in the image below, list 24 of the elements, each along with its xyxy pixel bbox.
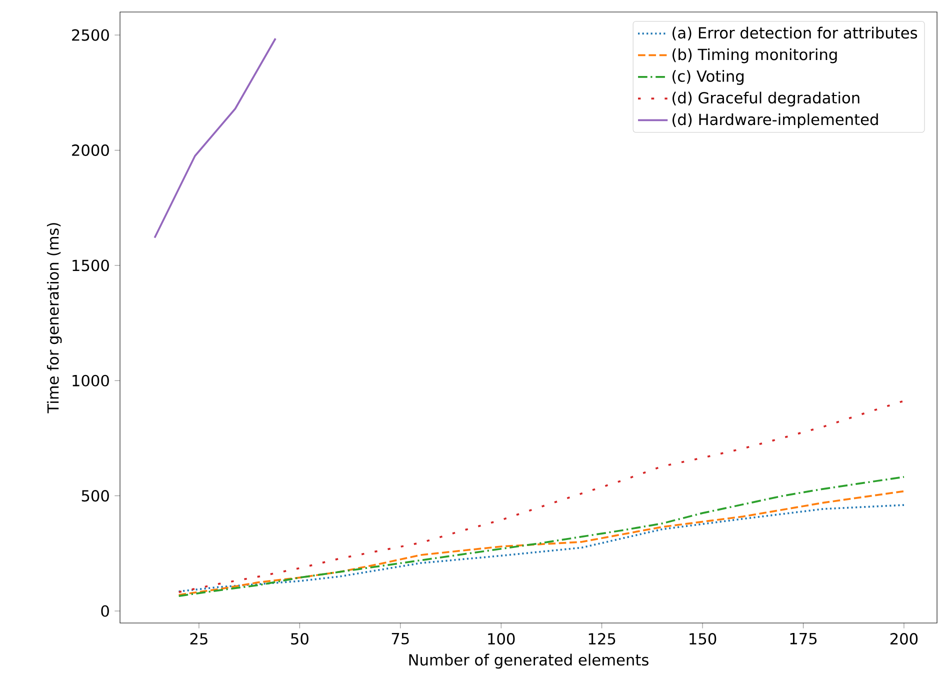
x-tick-label: 150 <box>690 633 716 645</box>
line-series <box>178 400 905 594</box>
line-series <box>178 504 905 592</box>
y-tick-label: 0 <box>101 605 109 617</box>
x-tick-label: 75 <box>392 633 409 644</box>
legend-label: (b) Timing monitoring <box>672 48 837 64</box>
line-series <box>154 38 276 239</box>
legend-label: (d) Graceful degradation <box>672 92 860 107</box>
x-axis-title: Number of generated elements <box>409 654 648 669</box>
x-tick-label: 25 <box>190 633 208 645</box>
legend-label: (a) Error detection for attributes <box>672 26 918 40</box>
x-tick-label: 125 <box>588 633 616 645</box>
y-tick-label: 2500 <box>72 29 109 41</box>
y-tick-label: 2000 <box>72 144 109 156</box>
y-tick-label: 1000 <box>72 374 109 386</box>
legend-label: (c) Voting <box>672 70 744 85</box>
y-tick-label: 1500 <box>72 260 109 272</box>
y-tick-label: 500 <box>82 490 109 502</box>
x-tick-label: 100 <box>488 633 515 645</box>
x-tick-label: 175 <box>790 633 817 644</box>
x-tick-label: 200 <box>890 633 918 645</box>
legend-label: (d) Hardware-implemented <box>672 113 878 128</box>
x-tick-label: 50 <box>291 633 308 645</box>
y-axis-title: Time for generation (ms) <box>46 223 62 414</box>
